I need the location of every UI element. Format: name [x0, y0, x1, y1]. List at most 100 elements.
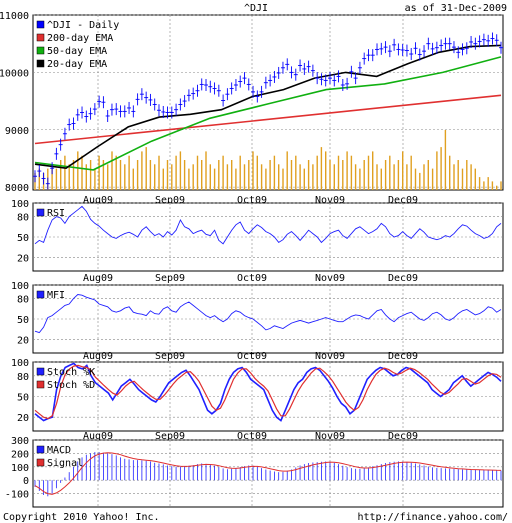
volume-bar — [171, 164, 173, 190]
legend-swatch-1 — [36, 458, 45, 467]
volume-bar — [320, 147, 323, 190]
volume-bar — [260, 164, 263, 190]
month-label: Nov09 — [315, 351, 345, 362]
volume-bar — [149, 160, 152, 190]
volume-bar — [256, 155, 258, 190]
volume-bar — [431, 168, 434, 190]
y-tick-label: 80 — [17, 372, 29, 383]
legend-label: RSI — [47, 208, 65, 219]
legend-label: Stoch %K — [47, 367, 95, 378]
volume-bar — [269, 160, 271, 190]
legend-swatch-3 — [36, 59, 45, 68]
volume-bar — [64, 155, 66, 190]
volume-bar — [89, 160, 92, 190]
panel-stoch — [32, 361, 504, 432]
rsi-line — [34, 205, 502, 245]
volume-bar — [60, 160, 62, 190]
y-tick-label: 10000 — [0, 68, 29, 79]
volume-bar — [414, 168, 417, 190]
month-label: Nov09 — [315, 273, 345, 284]
y-tick-label: 80 — [17, 295, 29, 306]
month-label: Aug09 — [83, 351, 113, 362]
volume-bar — [427, 160, 429, 190]
volume-bar — [397, 160, 400, 190]
volume-bar — [158, 155, 160, 190]
volume-bar — [299, 164, 301, 190]
legend-swatch-1 — [36, 33, 45, 42]
month-label: Sep09 — [155, 351, 185, 362]
volume-bar — [55, 168, 58, 190]
ema200-line — [34, 94, 502, 145]
legend-label: 20-day EMA — [47, 59, 107, 70]
volume-bar — [278, 164, 280, 190]
source-url[interactable]: http://finance.yahoo.com/ — [357, 512, 508, 523]
month-label: Sep09 — [155, 273, 185, 284]
month-label: Dec09 — [388, 351, 418, 362]
volume-bar — [402, 151, 404, 190]
volume-bar — [496, 185, 498, 190]
panel-mfi — [32, 284, 504, 354]
volume-bar — [85, 164, 87, 190]
legend-swatch-2 — [36, 46, 45, 55]
y-tick-label: 50 — [17, 393, 29, 404]
volume-bar — [333, 164, 335, 190]
volume-bar — [111, 151, 113, 190]
volume-bar — [423, 164, 425, 190]
volume-bar — [389, 155, 391, 190]
volume-bar — [213, 168, 216, 190]
volume-bar — [406, 164, 408, 190]
month-label: Oct09 — [237, 351, 267, 362]
y-tick-label: 100 — [11, 281, 29, 292]
mfi-line — [34, 294, 502, 334]
volume-bar — [102, 160, 105, 190]
volume-bar — [444, 130, 447, 190]
panel-macd — [32, 439, 504, 508]
volume-bar — [196, 155, 199, 190]
volume-bar — [380, 168, 382, 190]
volume-bar — [410, 155, 412, 190]
volume-bar — [478, 177, 481, 190]
volume-bar — [124, 164, 126, 190]
legend-label: MFI — [47, 290, 65, 301]
ema20-line — [34, 44, 502, 170]
month-label: Sep09 — [155, 431, 185, 442]
y-tick-label: 50 — [17, 233, 29, 244]
y-tick-label: 200 — [11, 449, 29, 460]
volume-bar — [303, 168, 305, 190]
volume-bar — [226, 164, 229, 190]
volume-bar — [487, 177, 489, 190]
volume-bar — [205, 151, 207, 190]
volume-bar — [243, 164, 246, 190]
volume-bar — [474, 168, 476, 190]
volume-bar — [436, 151, 438, 190]
ema50-line — [34, 56, 502, 171]
legend-swatch-0 — [36, 367, 45, 376]
month-label: Oct09 — [237, 195, 267, 206]
y-tick-label: 100 — [11, 463, 29, 474]
volume-bar — [98, 155, 100, 190]
volume-bar — [72, 160, 75, 190]
y-tick-label: 100 — [11, 358, 29, 369]
volume-bar — [453, 164, 455, 190]
volume-bar — [252, 151, 254, 190]
month-label: Aug09 — [83, 273, 113, 284]
volume-bar — [316, 155, 318, 190]
volume-bar — [136, 160, 139, 190]
as-of-date: as of 31-Dec-2009 — [405, 3, 507, 14]
volume-bar — [363, 160, 365, 190]
volume-bar — [342, 160, 344, 190]
volume-bar — [154, 164, 156, 190]
y-tick-label: 300 — [11, 436, 29, 447]
volume-bar — [218, 160, 220, 190]
volume-bar — [286, 151, 288, 190]
volume-bar — [350, 155, 353, 190]
volume-bar — [483, 181, 485, 190]
volume-bar — [188, 168, 190, 190]
volume-bar — [273, 155, 276, 190]
y-tick-label: 9000 — [5, 126, 29, 137]
stoch-d-line — [34, 364, 502, 420]
volume-bar — [68, 164, 70, 190]
volume-bar — [132, 168, 134, 190]
volume-bar — [107, 164, 109, 190]
